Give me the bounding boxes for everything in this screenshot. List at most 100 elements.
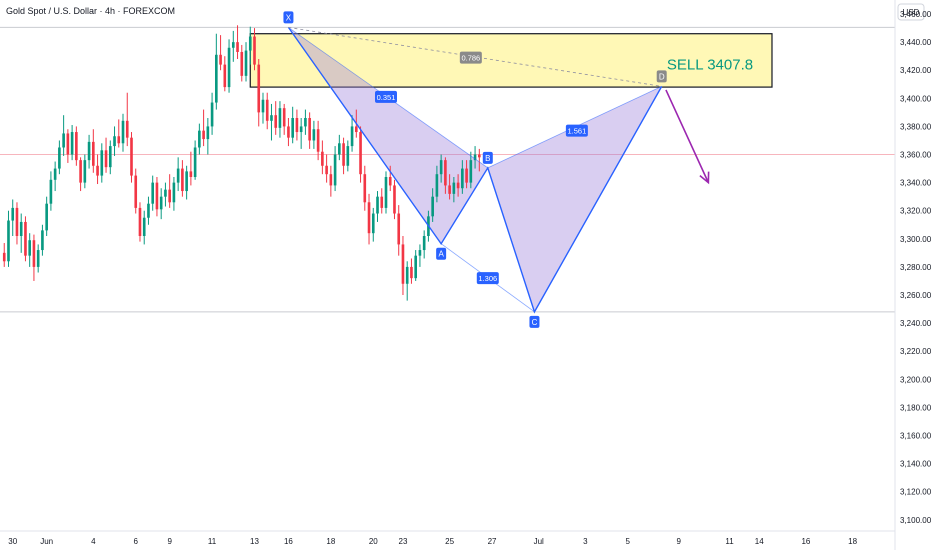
candle-body [62,133,65,148]
candle [338,134,341,161]
point-label-a[interactable]: A [436,247,447,260]
candle [87,134,91,169]
ratio-label[interactable]: 1.561 [565,124,588,137]
candle [287,118,290,147]
candle-body [265,99,269,121]
symbol-title: Gold Spot / U.S. Dollar · 4h · FOREXCOM [6,6,175,16]
candle-body [388,177,392,186]
candle-body [28,240,32,256]
x-tick-label: 16 [801,537,810,546]
candle [376,191,379,222]
time-axis[interactable]: 30 Jun 4 6 9 11 13 16 18 20 23 25 27 Jul 3 5 9 11 14 16 18 [8,537,857,546]
candle-body [338,143,341,155]
candle [155,177,159,217]
candle-body [79,160,82,183]
candle-body [19,221,23,236]
candle [181,160,184,197]
candle [7,210,10,267]
candle [308,112,311,149]
candle [240,44,244,82]
ratio-label-text: 0.351 [377,93,396,102]
candle [367,193,371,245]
candle [41,224,44,256]
ratio-label[interactable]: 0.786 [459,51,482,64]
candle-body [469,160,473,183]
candle [257,59,261,127]
candle [215,33,218,110]
candle [11,199,15,236]
candle [469,151,473,189]
candle [62,115,65,156]
candle-body [418,250,422,256]
candle-body [231,42,235,48]
candle [304,109,307,135]
candle-body [198,130,201,148]
candle-body [253,36,256,65]
candle [384,171,388,214]
candle-body [15,207,19,236]
point-label-bg [436,247,447,260]
candle [350,115,354,152]
ratio-label[interactable]: 1.306 [476,272,499,285]
x-tick-label: Jul [534,537,544,546]
x-tick-label: 30 [8,537,17,546]
candle [227,39,231,93]
candle-body [287,126,290,138]
candle [291,106,294,144]
candle-body [376,196,379,214]
candle-body [410,266,413,279]
candle [274,101,278,135]
point-label-x[interactable]: X [283,11,294,24]
candle-body [257,64,261,113]
price-axis[interactable]: 3,460.00 3,440.00 3,420.00 3,400.00 3,380.00… [900,10,932,525]
x-tick-label: 9 [167,537,172,546]
ratio-label[interactable]: 0.351 [374,90,397,103]
candle [333,146,337,192]
x-tick-label: 5 [626,537,631,546]
bcd-triangle[interactable] [487,86,662,312]
candle [444,157,447,194]
candle [210,92,214,135]
candle-body [312,129,316,141]
candle-body [66,133,70,155]
x-tick-label: 13 [250,537,259,546]
candle [36,244,40,273]
candle-body [219,54,222,65]
arrow-shaft [665,89,710,183]
candle-body [248,36,252,51]
candle [100,143,104,183]
candle-body [227,47,231,88]
point-label-c[interactable]: C [529,315,540,328]
candle [189,151,193,186]
candle-body [414,255,418,279]
point-label-d[interactable]: D [656,70,667,83]
x-tick-label: 16 [284,537,293,546]
currency-button[interactable] [897,3,925,21]
projection-arrow[interactable] [665,89,710,185]
candle-body [210,102,214,127]
candle-body [87,141,91,161]
sell-label: SELL 3407.8 [667,57,753,74]
point-label-b[interactable]: B [482,151,493,164]
point-label-text: C [532,318,538,327]
ratio-label-text: 1.306 [478,274,497,283]
candle-body [359,132,362,175]
candle-body [295,118,299,133]
candle-body [435,174,439,197]
candle [193,140,197,180]
currency-button-label[interactable]: USD [903,8,920,17]
y-tick-label: 3,260.00 [900,291,932,300]
candle-body [189,171,193,177]
candle [134,168,138,214]
ratio-label-bg [565,124,588,137]
candle-body [100,150,104,176]
y-tick-label: 3,240.00 [900,319,932,328]
candle-body [138,207,142,236]
candle [198,123,201,155]
y-tick-label: 3,300.00 [900,235,932,244]
candle-body [24,221,27,256]
candle-body [363,174,367,203]
candle-body [202,130,205,140]
candle [278,101,282,138]
